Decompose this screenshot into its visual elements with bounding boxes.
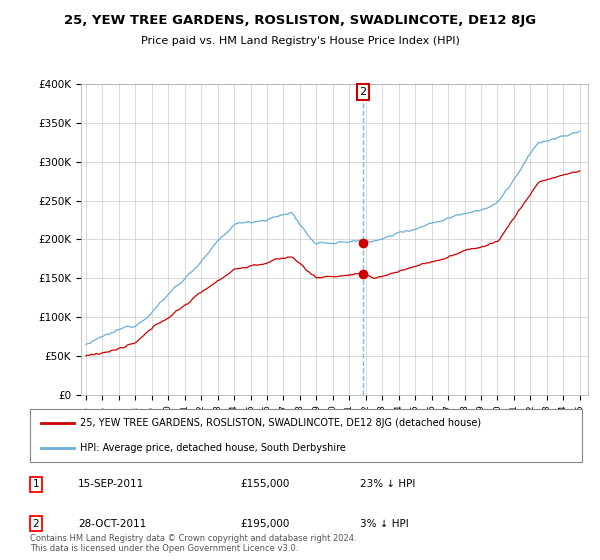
Text: Price paid vs. HM Land Registry's House Price Index (HPI): Price paid vs. HM Land Registry's House …	[140, 36, 460, 46]
Text: Contains HM Land Registry data © Crown copyright and database right 2024.
This d: Contains HM Land Registry data © Crown c…	[30, 534, 356, 553]
Text: HPI: Average price, detached house, South Derbyshire: HPI: Average price, detached house, Sout…	[80, 442, 346, 452]
Text: 25, YEW TREE GARDENS, ROSLISTON, SWADLINCOTE, DE12 8JG (detached house): 25, YEW TREE GARDENS, ROSLISTON, SWADLIN…	[80, 418, 481, 428]
Text: 2: 2	[32, 519, 40, 529]
Text: 23% ↓ HPI: 23% ↓ HPI	[360, 479, 415, 489]
Text: £155,000: £155,000	[240, 479, 289, 489]
Text: 25, YEW TREE GARDENS, ROSLISTON, SWADLINCOTE, DE12 8JG: 25, YEW TREE GARDENS, ROSLISTON, SWADLIN…	[64, 14, 536, 27]
Text: £195,000: £195,000	[240, 519, 289, 529]
Text: 2: 2	[359, 87, 367, 97]
Text: 3% ↓ HPI: 3% ↓ HPI	[360, 519, 409, 529]
Text: 28-OCT-2011: 28-OCT-2011	[78, 519, 146, 529]
Text: 15-SEP-2011: 15-SEP-2011	[78, 479, 144, 489]
Text: 1: 1	[32, 479, 40, 489]
